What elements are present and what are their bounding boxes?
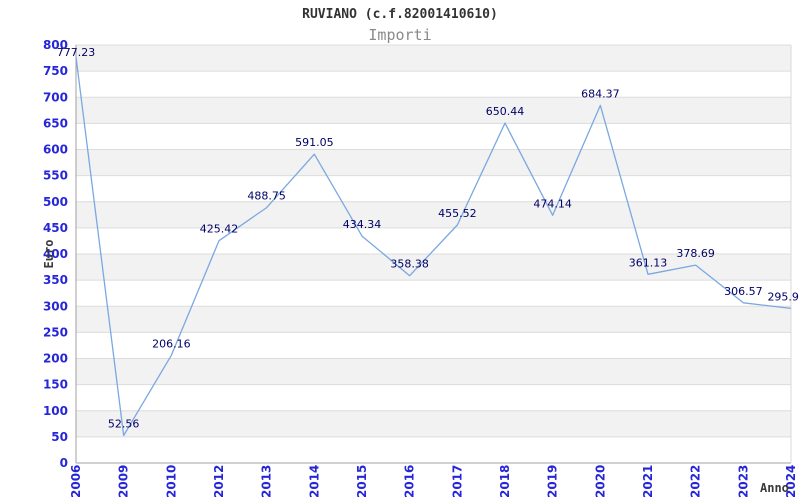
point-label: 777.23	[57, 46, 96, 59]
x-tick-label: 2018	[498, 465, 512, 498]
y-tick-label: 450	[43, 221, 68, 235]
band	[76, 358, 791, 385]
band	[76, 97, 791, 124]
point-label: 206.16	[152, 337, 191, 350]
y-tick-label: 800	[43, 38, 68, 52]
band	[76, 410, 791, 437]
tick-labels: 0501001502002503003504004505005506006507…	[43, 38, 798, 498]
y-tick-label: 0	[60, 456, 68, 470]
y-tick-label: 650	[43, 116, 68, 130]
y-tick-label: 50	[51, 430, 68, 444]
point-label: 455.52	[438, 207, 477, 220]
x-tick-label: 2022	[689, 465, 703, 498]
point-label: 684.37	[581, 87, 620, 100]
x-tick-label: 2024	[784, 465, 798, 498]
y-axis-title: Euro	[42, 240, 56, 269]
x-tick-label: 2010	[164, 465, 178, 498]
x-tick-label: 2016	[403, 465, 417, 498]
y-tick-label: 150	[43, 378, 68, 392]
y-tick-label: 550	[43, 169, 68, 183]
point-label: 361.13	[629, 256, 668, 269]
point-label: 591.05	[295, 136, 334, 149]
point-label: 378.69	[676, 247, 715, 260]
x-tick-label: 2015	[355, 465, 369, 498]
chart-title: RUVIANO (c.f.82001410610)	[302, 7, 498, 22]
point-label: 425.42	[200, 223, 239, 236]
point-label: 52.56	[108, 418, 140, 431]
y-tick-label: 400	[43, 247, 68, 261]
x-tick-label: 2013	[260, 465, 274, 498]
chart-subtitle: Importi	[368, 26, 432, 44]
x-tick-label: 2012	[212, 465, 226, 498]
x-tick-label: 2006	[69, 465, 83, 498]
band	[76, 149, 791, 176]
y-tick-label: 200	[43, 352, 68, 366]
y-tick-label: 750	[43, 64, 68, 78]
data-line-series	[75, 56, 792, 437]
point-label: 650.44	[486, 105, 525, 118]
axes	[75, 45, 792, 464]
point-label: 474.14	[533, 197, 572, 210]
y-tick-label: 350	[43, 273, 68, 287]
y-tick-label: 600	[43, 143, 68, 157]
x-tick-label: 2009	[117, 465, 131, 498]
x-tick-label: 2021	[641, 465, 655, 498]
x-tick-label: 2019	[546, 465, 560, 498]
importi-polyline	[75, 56, 792, 437]
x-axis-title: Anno	[760, 481, 789, 495]
x-tick-label: 2020	[593, 465, 607, 498]
y-tick-label: 500	[43, 195, 68, 209]
gridlines	[76, 44, 791, 438]
point-label: 358.38	[390, 258, 429, 271]
x-tick-label: 2017	[450, 465, 464, 498]
band	[76, 306, 791, 333]
point-labels: 777.23 52.56 206.16 425.42 488.75 591.05 434.3…	[57, 46, 799, 431]
x-tick-label: 2014	[307, 465, 321, 498]
point-label: 434.34	[343, 218, 382, 231]
x-tick-label: 2023	[736, 465, 750, 498]
y-tick-label: 700	[43, 90, 68, 104]
band	[76, 254, 791, 281]
y-tick-label: 300	[43, 299, 68, 313]
y-tick-label: 250	[43, 325, 68, 339]
band	[76, 201, 791, 228]
point-label: 488.75	[247, 190, 286, 203]
band	[76, 45, 791, 72]
background-bands	[76, 45, 791, 437]
point-label: 295.9	[767, 290, 799, 303]
point-label: 306.57	[724, 285, 763, 298]
y-tick-label: 100	[43, 404, 68, 418]
